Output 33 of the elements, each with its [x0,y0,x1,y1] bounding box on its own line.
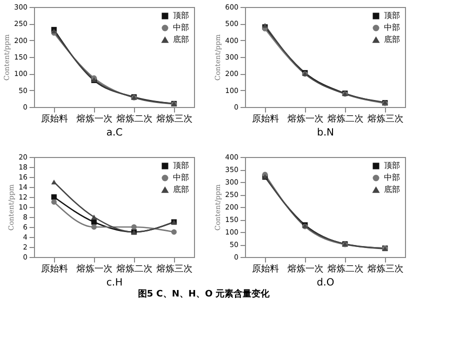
legend-label: 顶部 [384,11,400,20]
x-axis-title: a.C [106,128,123,138]
x-tick-label: 熔炼一次 [288,114,324,124]
legend-label: 底部 [384,185,400,194]
legend-label: 底部 [173,185,189,194]
x-tick-label: 熔炼三次 [368,264,404,274]
x-tick-label: 原始料 [252,114,279,124]
caption: 图5 C、N、H、O 元素含量变化 [138,288,271,300]
x-tick-label: 熔炼二次 [328,114,364,124]
x-tick-label: 原始料 [41,114,68,124]
x-tick-label: 熔炼三次 [368,114,404,124]
x-tick-label: 熔炼二次 [328,264,364,274]
legend-label: 中部 [173,173,189,182]
legend-label: 中部 [384,23,400,32]
legend-label: 顶部 [173,11,189,20]
x-axis-title: c.H [106,278,123,288]
x-tick-label: 熔炼二次 [116,114,152,124]
x-axis-title: b.N [316,128,334,138]
x-tick-label: 熔炼二次 [116,264,152,274]
legend-label: 中部 [173,23,189,32]
x-tick-label: 原始料 [252,264,279,274]
x-tick-label: 熔炼一次 [76,114,112,124]
x-tick-label: 熔炼三次 [156,114,192,124]
x-axis-title: d.O [316,278,334,288]
legend-label: 底部 [384,35,400,44]
legend-label: 顶部 [384,161,400,170]
legend-label: 顶部 [173,161,189,170]
legend-label: 中部 [384,173,400,182]
x-tick-label: 熔炼三次 [156,264,192,274]
x-tick-label: 熔炼一次 [288,264,324,274]
x-tick-label: 原始料 [41,264,68,274]
x-tick-label: 熔炼一次 [76,264,112,274]
legend-label: 底部 [173,35,189,44]
